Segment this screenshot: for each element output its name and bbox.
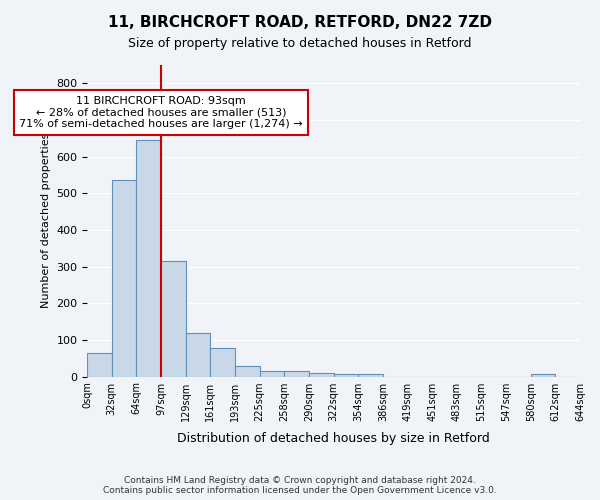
Bar bbox=[112, 180, 136, 376]
Bar bbox=[136, 140, 161, 376]
Bar bbox=[334, 374, 358, 376]
Bar bbox=[260, 371, 284, 376]
Bar bbox=[161, 261, 185, 376]
Bar bbox=[284, 371, 309, 376]
Bar bbox=[309, 373, 334, 376]
Text: 11, BIRCHCROFT ROAD, RETFORD, DN22 7ZD: 11, BIRCHCROFT ROAD, RETFORD, DN22 7ZD bbox=[108, 15, 492, 30]
Bar bbox=[358, 374, 383, 376]
Text: 11 BIRCHCROFT ROAD: 93sqm
← 28% of detached houses are smaller (513)
71% of semi: 11 BIRCHCROFT ROAD: 93sqm ← 28% of detac… bbox=[19, 96, 303, 129]
Bar bbox=[235, 366, 260, 376]
X-axis label: Distribution of detached houses by size in Retford: Distribution of detached houses by size … bbox=[177, 432, 490, 445]
Text: Contains HM Land Registry data © Crown copyright and database right 2024.
Contai: Contains HM Land Registry data © Crown c… bbox=[103, 476, 497, 495]
Bar bbox=[531, 374, 556, 376]
Bar bbox=[87, 352, 112, 376]
Text: Size of property relative to detached houses in Retford: Size of property relative to detached ho… bbox=[128, 38, 472, 51]
Y-axis label: Number of detached properties: Number of detached properties bbox=[41, 133, 50, 308]
Bar bbox=[185, 332, 210, 376]
Bar bbox=[210, 348, 235, 376]
